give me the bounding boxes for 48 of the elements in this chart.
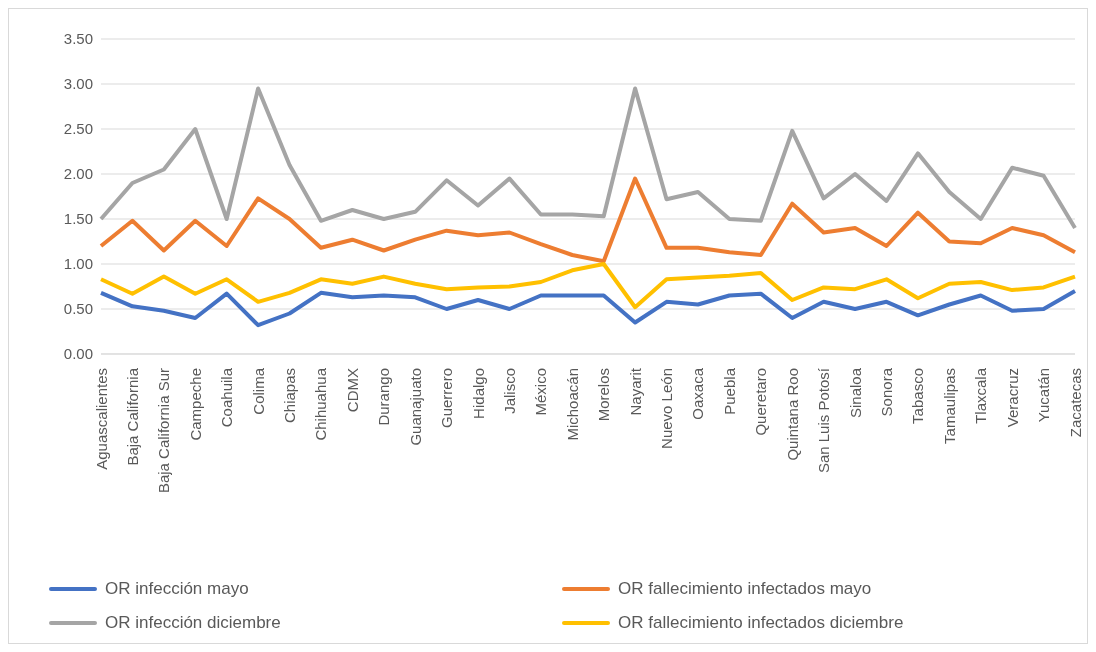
line-series	[99, 176, 1077, 264]
y-tick-label: 2.00	[63, 165, 93, 183]
y-tick-label: 1.00	[63, 255, 93, 273]
legend-label: OR infección diciembre	[105, 613, 281, 633]
y-tick-label: 0.00	[63, 345, 93, 363]
x-tick-label: Zacatecas	[1066, 368, 1084, 438]
x-tick-label: Nuevo León	[658, 368, 676, 449]
x-tick-label: Sonora	[877, 367, 895, 417]
y-tick-label: 0.50	[63, 300, 93, 318]
x-tick-label: Puebla	[720, 367, 738, 415]
x-tick-label: Colima	[249, 367, 267, 415]
x-tick-label: Coahuila	[218, 367, 236, 428]
x-tick-label: Baja California	[123, 367, 141, 466]
x-tick-label: Veracruz	[1003, 368, 1021, 428]
x-tick-label: San Luis Potosí	[815, 367, 833, 474]
x-tick-label: Durango	[375, 368, 393, 426]
x-tick-label: Jalisco	[500, 368, 518, 414]
x-tick-label: México	[532, 368, 550, 416]
x-tick-label: Chihuahua	[312, 367, 330, 441]
x-tick-label: Sinaloa	[846, 367, 864, 419]
legend-label: OR infección mayo	[105, 579, 249, 599]
x-tick-label: Campeche	[186, 368, 204, 441]
y-tick-label: 3.00	[63, 75, 93, 93]
x-tick-label: Guerrero	[438, 368, 456, 429]
x-tick-label: Tabasco	[909, 368, 927, 424]
x-tick-label: Aguascalientes	[92, 368, 110, 470]
x-tick-label: Michoacán	[563, 368, 581, 441]
y-tick-label: 2.50	[63, 120, 93, 138]
x-tick-label: Baja California Sur	[155, 368, 173, 494]
y-tick-label: 1.50	[63, 210, 93, 228]
legend-label: OR fallecimiento infectados diciembre	[618, 613, 904, 633]
y-tick-label: 3.50	[63, 30, 93, 48]
x-tick-label: Chiapas	[281, 368, 299, 424]
line-series	[99, 86, 1077, 230]
x-tick-label: Nayarit	[626, 367, 644, 416]
x-tick-label: Hidalgo	[469, 368, 487, 419]
x-tick-label: Yucatán	[1035, 368, 1053, 423]
line-series	[99, 262, 1077, 310]
x-tick-label: Tlaxcala	[972, 367, 990, 424]
x-tick-label: Quintana Roo	[783, 368, 801, 461]
x-tick-label: Tamaulipas	[940, 368, 958, 444]
x-tick-label: Queretaro	[752, 368, 770, 436]
x-tick-label: Oaxaca	[689, 367, 707, 420]
line-series	[99, 289, 1077, 328]
x-tick-label: CDMX	[343, 368, 361, 413]
x-tick-label: Guanajuato	[406, 368, 424, 446]
legend-label: OR fallecimiento infectados mayo	[618, 579, 872, 599]
x-tick-label: Morelos	[595, 368, 613, 422]
